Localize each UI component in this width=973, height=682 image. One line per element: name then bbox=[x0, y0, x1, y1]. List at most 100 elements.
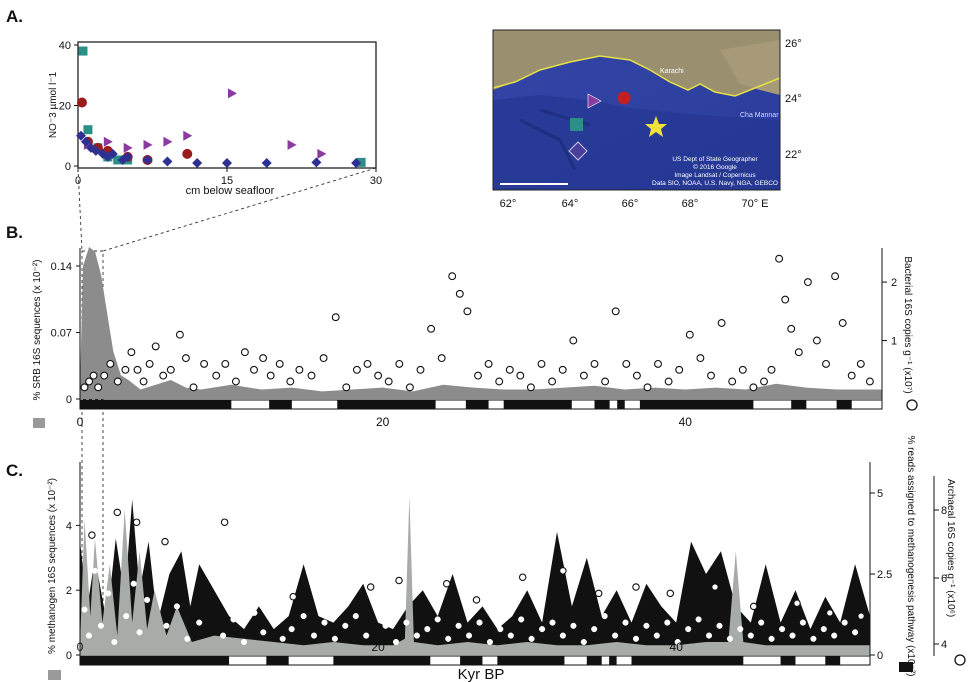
bacterial-copies-point bbox=[275, 359, 284, 368]
map-lon-64: 64° bbox=[562, 198, 579, 210]
strat-bar-black-segment bbox=[639, 400, 754, 409]
archaeal-copies-point bbox=[413, 632, 420, 639]
bacterial-copies-point bbox=[558, 365, 567, 374]
panel-a-point-square bbox=[356, 157, 366, 167]
archaeal-copies-point bbox=[810, 635, 817, 642]
panel-c-xtick-label: 20 bbox=[371, 640, 385, 654]
methanogen-area bbox=[80, 496, 870, 655]
archaeal-copies-point bbox=[685, 626, 692, 633]
bacterial-copies-point bbox=[319, 354, 328, 363]
panel-a-frame bbox=[77, 41, 377, 169]
strat-bar-black-segment bbox=[836, 400, 852, 409]
bacterial-copies-point bbox=[749, 383, 758, 392]
panel-a-ticks: 0 15 30 0 20 40 bbox=[59, 40, 382, 187]
panel-b-left-tick-label: 0.07 bbox=[51, 328, 72, 340]
map-attribution-1: US Dept of State Geographer bbox=[672, 156, 758, 163]
strat-bar-black-segment bbox=[460, 656, 483, 665]
archaeal-copies-point bbox=[612, 632, 619, 639]
archaeal-copies-point bbox=[260, 629, 267, 636]
archaeal-copies-point bbox=[486, 638, 493, 646]
strat-bar-black-segment bbox=[825, 656, 841, 665]
archaeal-copies-point bbox=[434, 616, 441, 623]
panel-c-legend-gray bbox=[48, 670, 61, 680]
bacterial-copies-point bbox=[286, 377, 295, 386]
bacterial-copies-point bbox=[760, 377, 768, 386]
archaeal-copies-point bbox=[105, 590, 112, 597]
panel-c-mid-tick-label: 0 bbox=[877, 650, 883, 662]
panel-c-left-tick-label: 0 bbox=[66, 650, 72, 662]
map-lon-70: 70° E bbox=[741, 198, 768, 210]
bacterial-copies-point bbox=[643, 383, 652, 392]
archaeal-copies-open-point bbox=[472, 596, 481, 604]
map-lon-66: 66° bbox=[622, 198, 639, 210]
archaeal-copies-point bbox=[163, 622, 170, 629]
panel-a-point-triangle bbox=[103, 136, 113, 147]
strat-bar-black-segment bbox=[266, 656, 289, 665]
archaeal-copies-point bbox=[852, 629, 859, 636]
panel-a-point-diamond bbox=[162, 156, 173, 167]
map-place-second: Cha Mannar bbox=[740, 112, 779, 119]
archaeal-copies-point bbox=[632, 635, 640, 642]
panel-c-xlabel: Kyr BP bbox=[458, 666, 505, 682]
bacterial-copies-point bbox=[384, 377, 393, 386]
map-lat-24: 24° bbox=[785, 93, 802, 105]
bacterial-copies-point bbox=[200, 359, 209, 368]
panel-c-right-tick-label: 4 bbox=[941, 639, 947, 651]
map-lat-26: 26° bbox=[785, 38, 802, 50]
bacterial-copies-point bbox=[416, 365, 425, 374]
archaeal-copies-point bbox=[539, 626, 546, 633]
strat-bar-black-segment bbox=[497, 656, 565, 665]
panel-a-point-diamond bbox=[261, 157, 272, 168]
bacterial-copies-point bbox=[696, 354, 705, 363]
archaeal-copies-point bbox=[91, 567, 98, 574]
bacterial-copies-point bbox=[363, 359, 372, 368]
archaeal-copies-point bbox=[705, 632, 713, 639]
bacterial-copies-point bbox=[395, 359, 404, 368]
panel-c-legend-black bbox=[899, 662, 913, 672]
bacterial-copies-point bbox=[250, 365, 258, 374]
archaeal-copies-point bbox=[424, 626, 431, 633]
archaeal-copies-point bbox=[747, 632, 754, 639]
panel-c-label: C. bbox=[6, 461, 23, 480]
bacterial-copies-point bbox=[448, 272, 457, 281]
archaeal-copies-point bbox=[507, 632, 514, 639]
bacterial-copies-point bbox=[838, 319, 847, 327]
archaeal-copies-point bbox=[279, 635, 286, 642]
archaeal-copies-point bbox=[251, 609, 258, 616]
panel-a-point-triangle bbox=[123, 142, 133, 153]
panel-a-point-triangle bbox=[227, 88, 237, 99]
bacterial-copies-point bbox=[352, 365, 361, 374]
panel-a-ytick-label: 20 bbox=[59, 101, 71, 113]
panel-b-xtick-label: 20 bbox=[376, 415, 390, 429]
archaeal-copies-point bbox=[230, 616, 237, 623]
archaeal-copies-point bbox=[465, 632, 473, 639]
archaeal-copies-point bbox=[154, 545, 161, 552]
map-coastline bbox=[492, 55, 781, 97]
map-lon-62: 62° bbox=[500, 198, 517, 210]
map-attribution-3: Image Landsat / Copernicus bbox=[674, 172, 756, 179]
archaeal-copies-point bbox=[382, 622, 389, 629]
panel-a-ytick-label: 0 bbox=[65, 161, 71, 173]
map-marker-star bbox=[645, 116, 667, 137]
archaeal-copies-point bbox=[820, 626, 827, 633]
bacterial-copies-point bbox=[794, 348, 803, 357]
bacterial-copies-point bbox=[775, 254, 784, 263]
panel-a-point-diamond bbox=[122, 151, 133, 162]
archaeal-copies-open-point bbox=[442, 579, 451, 588]
archaeal-copies-point bbox=[117, 525, 124, 532]
bacterial-copies-point bbox=[463, 307, 472, 316]
map-place-karachi: Karachi bbox=[660, 68, 684, 75]
panel-c-left-tick-label: 4 bbox=[66, 520, 72, 532]
panel-a-ylabel: NO⁻3 µmol l⁻1 bbox=[48, 71, 59, 138]
archaeal-copies-point bbox=[518, 616, 525, 623]
panel-a-point-diamond bbox=[192, 157, 203, 168]
bacterial-copies-point bbox=[856, 359, 865, 368]
panel-a-label: A. bbox=[6, 7, 23, 26]
map-marker-square bbox=[570, 118, 583, 131]
strat-bar-black-segment bbox=[631, 656, 744, 665]
panel-a-xtick-label: 15 bbox=[221, 175, 233, 187]
bacterial-copies-points bbox=[80, 254, 874, 392]
strat-bar-black-segment bbox=[333, 656, 431, 665]
